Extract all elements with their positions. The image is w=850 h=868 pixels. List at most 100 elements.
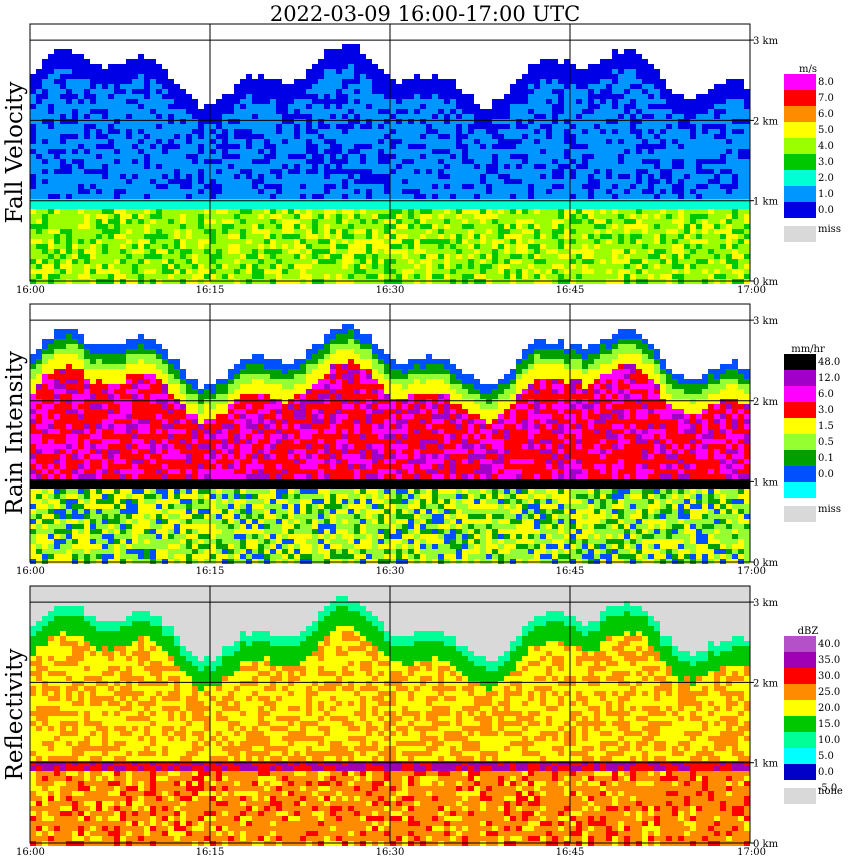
heatmap-cell [456,94,462,99]
heatmap-cell [606,79,612,84]
heatmap-cell [720,174,726,179]
heatmap-cell [708,269,714,274]
heatmap-cell [588,224,594,229]
heatmap-cell [678,159,684,164]
heatmap-cell [396,109,402,114]
heatmap-cell [618,84,624,89]
heatmap-cell [234,274,240,279]
heatmap-cell [192,119,198,124]
heatmap-cell [432,264,438,269]
heatmap-cell [306,254,312,259]
heatmap-cell [210,229,216,234]
heatmap-cell [228,274,234,279]
heatmap-cell [60,104,66,109]
heatmap-cell [672,209,678,214]
heatmap-cell [294,179,300,184]
heatmap-cell [156,119,162,124]
heatmap-cell [522,189,528,194]
heatmap-cell [576,224,582,229]
heatmap-cell [516,229,522,234]
heatmap-cell [210,104,216,109]
heatmap-cell [330,264,336,269]
heatmap-cell [402,179,408,184]
heatmap-cell [720,249,726,254]
heatmap-cell [738,124,744,129]
heatmap-cell [222,194,228,199]
heatmap-cell [240,224,246,229]
heatmap-cell [696,189,702,194]
heatmap-cell [240,219,246,224]
heatmap-cell [546,244,552,249]
heatmap-cell [120,204,126,209]
heatmap-cell [162,74,168,79]
heatmap-cell [72,74,78,79]
heatmap-cell [426,274,432,279]
heatmap-cell [162,144,168,149]
heatmap-cell [702,159,708,164]
heatmap-cell [66,269,72,274]
heatmap-cell [546,154,552,159]
heatmap-cell [546,119,552,124]
heatmap-cell [198,254,204,259]
heatmap-cell [390,259,396,264]
heatmap-cell [552,179,558,184]
heatmap-cell [432,254,438,259]
heatmap-cell [588,234,594,239]
heatmap-cell [456,114,462,119]
heatmap-cell [540,209,546,214]
heatmap-cell [330,109,336,114]
heatmap-cell [444,134,450,139]
heatmap-cell [528,134,534,139]
heatmap-cell [66,264,72,269]
heatmap-cell [180,169,186,174]
heatmap-cell [276,84,282,89]
heatmap-cell [240,169,246,174]
heatmap-cell [372,199,378,204]
heatmap-cell [222,99,228,104]
heatmap-cell [108,184,114,189]
heatmap-cell [36,104,42,109]
heatmap-cell [504,119,510,124]
heatmap-cell [714,124,720,129]
heatmap-cell [366,134,372,139]
heatmap-cell [162,79,168,84]
heatmap-cell [246,174,252,179]
heatmap-cell [468,209,474,214]
heatmap-cell [492,169,498,174]
heatmap-cell [366,174,372,179]
heatmap-cell [186,104,192,109]
heatmap-cell [606,74,612,79]
heatmap-cell [168,174,174,179]
heatmap-cell [522,244,528,249]
heatmap-cell [270,154,276,159]
heatmap-cell [42,199,48,204]
heatmap-cell [462,204,468,209]
heatmap-cell [390,239,396,244]
heatmap-cell [342,54,348,59]
heatmap-cell [738,109,744,114]
heatmap-cell [288,194,294,199]
heatmap-cell [630,179,636,184]
heatmap-cell [522,224,528,229]
heatmap-cell [264,149,270,154]
heatmap-cell [48,114,54,119]
heatmap-cell [348,59,354,64]
heatmap-cell [228,224,234,229]
heatmap-cell [540,214,546,219]
heatmap-cell [486,219,492,224]
heatmap-cell [162,104,168,109]
heatmap-cell [654,184,660,189]
heatmap-cell [234,114,240,119]
heatmap-cell [528,124,534,129]
heatmap-cell [96,244,102,249]
heatmap-cell [432,159,438,164]
heatmap-cell [564,259,570,264]
heatmap-cell [432,99,438,104]
heatmap-cell [138,129,144,134]
heatmap-cell [450,234,456,239]
heatmap-cell [588,164,594,169]
heatmap-cell [90,174,96,179]
heatmap-cell [186,239,192,244]
heatmap-cell [642,259,648,264]
heatmap-cell [624,174,630,179]
